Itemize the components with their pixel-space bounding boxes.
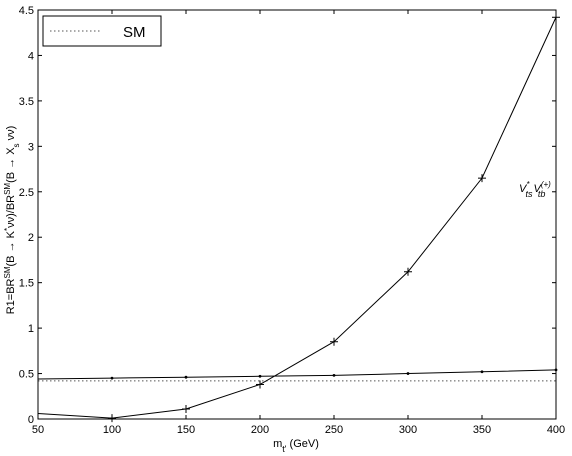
legend: SM [42, 15, 162, 47]
y-tick-label: 0.5 [19, 369, 34, 381]
annotations: V*tsV(+)tbV*tsV(−)tb [519, 180, 551, 199]
x-tick-label: 350 [473, 424, 491, 436]
point-dot-2-4 [332, 373, 336, 377]
y-tick-label: 4.5 [19, 5, 34, 17]
point-dot-2-5 [406, 372, 410, 375]
series-annotation-0: V* tsV(+) tb [519, 180, 551, 199]
point-dot-2-6 [480, 370, 484, 374]
series-line-1 [37, 17, 557, 419]
tick-labels: 50 100 150 200 250 300 350 400 0 0.5 1 1.5 2 2.5 3 3.5 4… [19, 5, 565, 436]
x-axis-label: mt' (GeV) [273, 438, 319, 454]
plot-area [38, 10, 556, 419]
y-tick-label: 2 [28, 232, 34, 244]
point-plus-1-2 [182, 405, 190, 414]
point-plus-1-6 [478, 174, 486, 183]
axes-layer [37, 9, 557, 420]
axes-frame [37, 9, 557, 420]
x-tick-label: 250 [325, 424, 343, 436]
point-dot-2-3 [258, 374, 262, 378]
x-tick-label: 150 [177, 424, 195, 436]
point-dot-2-1 [110, 376, 114, 380]
x-tick-label: 400 [547, 424, 565, 436]
point-plus-1-5 [404, 267, 412, 276]
plot-background [38, 10, 556, 419]
legend-sm-label: SM [123, 24, 146, 41]
y-tick-label: 4 [28, 50, 34, 62]
y-tick-label: 1 [28, 323, 34, 335]
point-plus-1-4 [330, 337, 338, 346]
point-dot-2-2 [184, 375, 188, 379]
y-tick-label: 2.5 [19, 187, 34, 199]
x-tick-label: 50 [32, 424, 44, 436]
y-tick-label: 1.5 [19, 278, 34, 290]
y-axis-label: R1=BRSM(B → K*νν)/BRSM(B → Xs νν) [3, 126, 21, 315]
x-tick-label: 200 [251, 424, 269, 436]
x-tick-label: 300 [399, 424, 417, 436]
point-plus-1-3 [256, 380, 264, 389]
marker-layer [108, 13, 560, 423]
x-tick-label: 100 [103, 424, 121, 436]
y-tick-label: 3.5 [19, 96, 34, 108]
series-layer [37, 17, 557, 419]
y-tick-label: 0 [28, 414, 34, 426]
series-line-2 [37, 369, 557, 380]
y-tick-label: 3 [28, 141, 34, 153]
